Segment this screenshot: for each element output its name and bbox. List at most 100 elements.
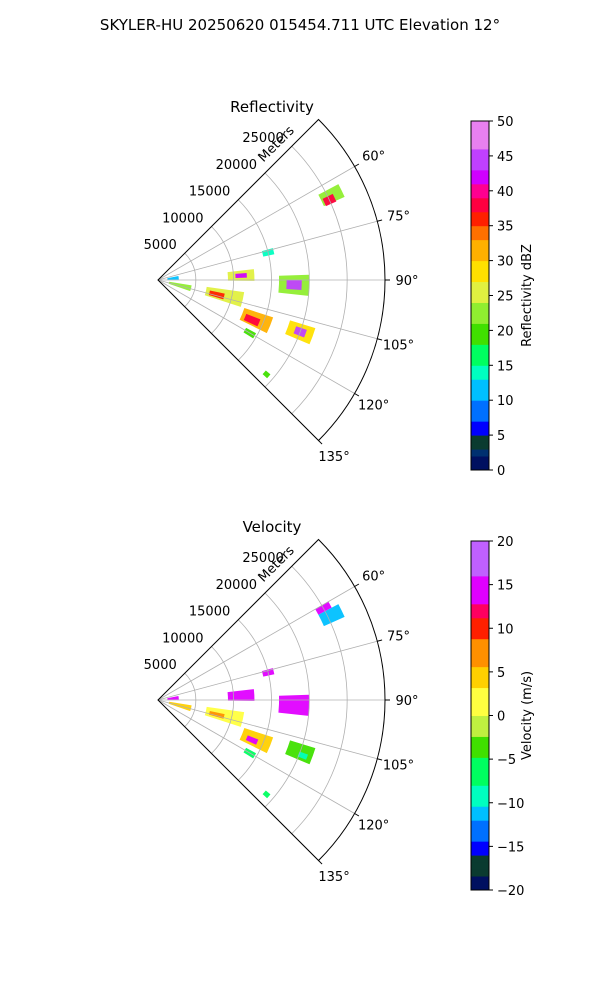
radar-cells (167, 184, 345, 379)
colorbar-tick-label: −5 (497, 753, 516, 768)
colorbar-segment (471, 708, 489, 716)
range-tick-label: 10000 (162, 211, 203, 226)
azimuth-spoke (157, 279, 355, 394)
colorbar-segment (471, 813, 489, 821)
colorbar-segment (471, 729, 489, 737)
colorbar-segment (471, 743, 489, 751)
colorbar-segment (471, 456, 489, 464)
colorbar-segment (471, 603, 489, 612)
angle-tick-label: 135° (318, 450, 349, 465)
colorbar-tick-label: 50 (497, 115, 514, 130)
colorbar-segment (471, 267, 489, 276)
angle-tick (318, 440, 323, 445)
angle-tick-label: 60° (362, 570, 385, 585)
colorbar-segment (471, 687, 489, 696)
colorbar-tick-label: 5 (497, 429, 505, 444)
colorbar-segment (471, 806, 489, 814)
colorbar-segment (471, 715, 489, 723)
colorbar-segment (471, 351, 489, 359)
colorbar-segment (471, 295, 489, 303)
colorbar-segment (471, 386, 489, 394)
colorbar-segment (471, 169, 489, 178)
panel-title: Velocity (243, 518, 302, 536)
colorbar-segment (471, 764, 489, 772)
radar-cell (262, 370, 271, 379)
colorbar-segment (471, 652, 489, 661)
angle-tick (318, 860, 323, 865)
colorbar-segment (471, 400, 489, 408)
radar-cell (167, 696, 179, 700)
angle-tick-label: 135° (318, 870, 349, 885)
colorbar-label: Velocity (m/s) (520, 671, 535, 760)
colorbar-segment (471, 862, 489, 870)
colorbar-tick-label: 0 (497, 710, 505, 725)
colorbar-tick-label: −10 (497, 797, 524, 812)
angle-tick-label: 105° (383, 338, 414, 353)
angle-tick-label: 90° (395, 274, 418, 289)
radar-cell (204, 706, 245, 727)
colorbar-segment (471, 582, 489, 591)
angle-tick-label: 120° (358, 819, 389, 834)
colorbar-segment (471, 785, 489, 793)
azimuth-spoke (157, 699, 378, 760)
radar-cell (297, 751, 309, 760)
colorbar-tick-label: 15 (497, 579, 514, 594)
colorbar-segment (471, 750, 489, 758)
angle-tick (377, 338, 383, 341)
colorbar-segment (471, 778, 489, 786)
colorbar-segment (471, 197, 489, 206)
colorbar-tick-label: 25 (497, 290, 514, 305)
colorbar-segment (471, 869, 489, 877)
azimuth-spoke (157, 220, 378, 281)
radar-cell (286, 280, 302, 291)
colorbar-segment (471, 554, 489, 563)
colorbar-segment (471, 288, 489, 296)
colorbar-segment (471, 757, 489, 765)
radar-cell (245, 735, 259, 745)
range-tick-label: 25000 (242, 131, 283, 146)
angle-tick-label: 105° (383, 758, 414, 773)
colorbar-segment (471, 855, 489, 863)
colorbar-segment (471, 624, 489, 633)
angle-tick (354, 583, 360, 587)
colorbar-segment (471, 848, 489, 856)
colorbar-segment (471, 379, 489, 387)
colorbar-segment (471, 680, 489, 689)
colorbar-segment (471, 792, 489, 800)
colorbar-segment (471, 204, 489, 213)
colorbar-segment (471, 631, 489, 640)
azimuth-spoke (157, 640, 378, 701)
colorbar-segment (471, 190, 489, 199)
colorbar-segment (471, 344, 489, 352)
colorbar-segment (471, 736, 489, 744)
colorbar-tick-label: 35 (497, 220, 514, 235)
colorbar-segment (471, 820, 489, 828)
radar-cell (318, 604, 345, 627)
range-tick-label: 5000 (144, 658, 177, 673)
radar-cell (235, 273, 247, 278)
colorbar-segment (471, 694, 489, 703)
angle-tick-label: 120° (358, 399, 389, 414)
colorbar-segment (471, 463, 489, 471)
colorbar-segment (471, 337, 489, 345)
colorbar-segment (471, 575, 489, 584)
colorbar-tick-label: 5 (497, 666, 505, 681)
colorbar-tick-label: −20 (497, 884, 524, 899)
colorbar-segment (471, 309, 489, 317)
radar-cell (227, 689, 255, 701)
colorbar-segment (471, 372, 489, 380)
colorbar-segment (471, 883, 489, 891)
colorbar-segment (471, 771, 489, 779)
colorbar-segment (471, 645, 489, 654)
colorbar-segment (471, 666, 489, 675)
azimuth-spoke (157, 279, 378, 340)
colorbar-segment (471, 547, 489, 556)
angle-tick (377, 219, 383, 222)
colorbar-segment (471, 253, 489, 262)
range-tick-label: 20000 (216, 158, 257, 173)
radar-cell (168, 281, 192, 292)
colorbar-segment (471, 617, 489, 626)
colorbar-segment (471, 541, 489, 549)
colorbar-segment (471, 393, 489, 401)
colorbar-segment (471, 330, 489, 338)
